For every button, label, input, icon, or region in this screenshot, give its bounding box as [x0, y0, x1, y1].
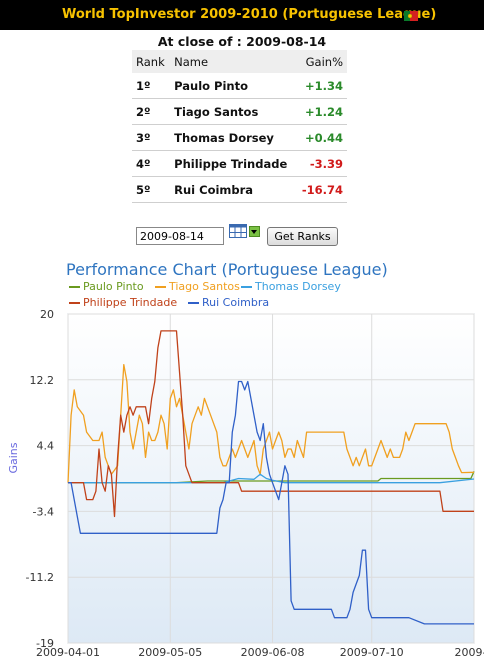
x-tick-label: 2009-04-01	[36, 646, 100, 659]
rank-cell: 1º	[132, 73, 171, 99]
table-row: 1º Paulo Pinto +1.34	[132, 73, 347, 99]
calendar-icon[interactable]	[229, 224, 247, 238]
y-tick-label: 4.4	[37, 440, 55, 453]
page-title: World TopInvestor 2009-2010 (Portuguese …	[62, 7, 437, 22]
x-tick-label: 2009-0	[455, 646, 484, 659]
column-header-rank: Rank	[132, 50, 171, 73]
gain-cell: -16.74	[295, 176, 347, 203]
legend-label: Tiago Santos	[168, 280, 240, 293]
name-cell: Rui Coimbra	[170, 176, 296, 203]
name-cell: Paulo Pinto	[170, 73, 296, 99]
x-tick-label: 2009-07-10	[340, 646, 404, 659]
x-tick-label: 2009-06-08	[241, 646, 305, 659]
column-header-gain: Gain%	[295, 50, 347, 73]
header-bar: World TopInvestor 2009-2010 (Portuguese …	[0, 0, 484, 30]
legend-label: Philippe Trindade	[83, 296, 177, 309]
table-row: 5º Rui Coimbra -16.74	[132, 176, 347, 203]
rank-cell: 4º	[132, 150, 171, 177]
y-tick-label: 20	[40, 308, 54, 321]
legend-label: Rui Coimbra	[202, 296, 269, 309]
portugal-flag-icon	[404, 11, 418, 21]
rank-cell: 2º	[132, 98, 171, 125]
legend-label: Paulo Pinto	[83, 280, 144, 293]
y-tick-label: -19	[36, 637, 54, 650]
table-row: 2º Tiago Santos +1.24	[132, 98, 347, 125]
close-date-label: At close of : 2009-08-14	[157, 34, 327, 49]
gain-cell: -3.39	[295, 150, 347, 177]
ranking-table: Rank Name Gain% 1º Paulo Pinto +1.34 2º …	[132, 50, 347, 203]
column-header-name: Name	[170, 50, 296, 73]
y-axis-label: Gains	[7, 442, 20, 473]
date-input[interactable]	[136, 227, 224, 245]
legend-label: Thomas Dorsey	[254, 280, 341, 293]
series-line-philippe-trindade	[68, 330, 474, 518]
name-cell: Philippe Trindade	[170, 150, 296, 177]
table-row: 3º Thomas Dorsey +0.44	[132, 124, 347, 151]
y-tick-label: 12.2	[30, 374, 55, 387]
table-row: 4º Philippe Trindade -3.39	[132, 150, 347, 177]
series-line-tiago-santos	[67, 363, 475, 483]
name-cell: Thomas Dorsey	[170, 124, 296, 151]
gain-cell: +0.44	[295, 124, 347, 151]
gain-cell: +1.24	[295, 98, 347, 125]
y-tick-label: -3.4	[33, 505, 54, 518]
rank-cell: 3º	[132, 124, 171, 151]
chart-title: Performance Chart (Portuguese League)	[66, 260, 388, 279]
rank-cell: 5º	[132, 176, 171, 203]
name-cell: Tiago Santos	[170, 98, 296, 125]
get-ranks-button[interactable]: Get Ranks	[267, 227, 338, 246]
gain-cell: +1.34	[295, 73, 347, 99]
x-tick-label: 2009-05-05	[138, 646, 202, 659]
series-line-rui-coimbra	[68, 380, 474, 625]
table-header-row: Rank Name Gain%	[132, 50, 347, 73]
calendar-dropdown-arrow-icon[interactable]	[249, 226, 260, 237]
y-tick-label: -11.2	[26, 571, 54, 584]
